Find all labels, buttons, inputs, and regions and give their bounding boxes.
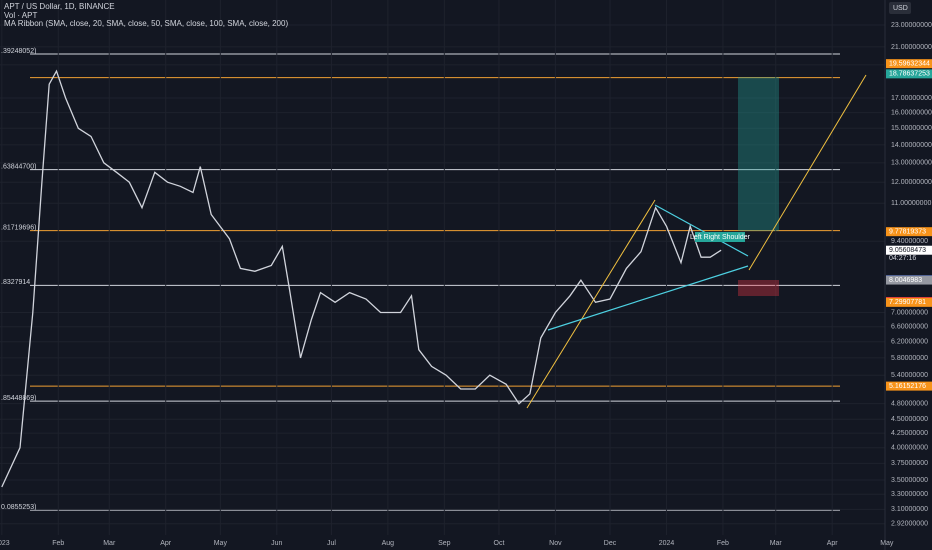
- price-tag: [886, 245, 932, 255]
- price-tag: [886, 381, 932, 391]
- currency[interactable]: USD: [893, 5, 908, 12]
- y-tick-label: 4.50000000: [891, 416, 928, 423]
- price-tag: [886, 59, 932, 69]
- price-tag-label: 5.16152176: [889, 383, 926, 390]
- price-tag-label: 7.29907781: [889, 299, 926, 306]
- y-tick-label: 3.50000000: [891, 477, 928, 484]
- y-tick-label: 13.00000000: [891, 160, 932, 167]
- y-tick-label: 6.60000000: [891, 324, 928, 331]
- level-label: .81719696): [1, 224, 36, 231]
- indicator: MA Ribbon (SMA, close, 20, SMA, close, 5…: [4, 19, 288, 28]
- x-tick-label: 2023: [0, 540, 10, 547]
- y-tick-label: 4.80000000: [891, 401, 928, 408]
- y-tick-label: 11.00000000: [891, 200, 931, 207]
- y-tick-label: 4.25000000: [891, 430, 928, 437]
- price-tag: [886, 297, 932, 307]
- x-tick-label: Mar: [770, 540, 783, 547]
- x-tick-label: Aug: [382, 540, 395, 547]
- countdown: 04:27:16: [889, 255, 916, 262]
- price-tag-label: 19.59632344: [889, 60, 930, 67]
- x-tick-label: Feb: [52, 540, 64, 547]
- y-tick-label: 5.80000000: [891, 355, 928, 362]
- y-tick-label: 17.00000000: [891, 95, 932, 102]
- annotation: Left Right Shoulder: [690, 234, 751, 241]
- y-tick-label: 3.75000000: [891, 460, 928, 467]
- price-tag-label: 8.0046983: [889, 277, 922, 284]
- wedge-line: [654, 204, 749, 257]
- y-tick-label: 2.92000000: [891, 521, 928, 528]
- level-label: .39248052): [1, 48, 36, 55]
- y-tick-label: 4.00000000: [891, 445, 928, 452]
- price-tag-label: 18.78637253: [889, 71, 930, 78]
- price-tag-label: 9.05608473: [889, 247, 926, 254]
- x-tick-label: Oct: [494, 540, 505, 547]
- price-tag-label: 9.77819373: [889, 229, 926, 236]
- price-tag: [886, 227, 932, 237]
- level-label: .85448869): [1, 395, 36, 402]
- long-profit-zone: [738, 77, 779, 231]
- y-tick-label: 15.00000000: [891, 125, 932, 132]
- y-tick-label: 7.00000000: [891, 309, 928, 316]
- level-label: .63844700): [1, 163, 36, 170]
- currency-box[interactable]: [889, 2, 911, 14]
- y-tick-label: 16.00000000: [891, 109, 932, 116]
- y-tick-label: 14.00000000: [891, 142, 932, 149]
- y-tick-label: 12.00000000: [891, 179, 932, 186]
- price-tag: [886, 275, 932, 285]
- x-tick-label: Dec: [604, 540, 617, 547]
- y-tick-label: 3.30000000: [891, 491, 928, 498]
- y-tick-label: 21.00000000: [891, 44, 932, 51]
- x-tick-label: Jun: [271, 540, 282, 547]
- price-axis: [885, 0, 932, 550]
- x-tick-label: Nov: [549, 540, 562, 547]
- x-tick-label: Mar: [103, 540, 116, 547]
- x-tick-label: Sep: [438, 540, 451, 547]
- annotation-box: [695, 232, 745, 242]
- level-label: .8327914: [1, 279, 30, 286]
- y-tick-label: 5.40000000: [891, 372, 928, 379]
- subtitle: Vol · APT: [4, 11, 37, 20]
- y-tick-label: 9.40000000: [891, 238, 928, 245]
- y-tick-label: 23.00000000: [891, 22, 932, 29]
- x-tick-label: Apr: [827, 540, 839, 547]
- x-tick-label: Apr: [160, 540, 172, 547]
- x-tick-label: May: [214, 540, 228, 547]
- x-tick-label: 2024: [659, 540, 675, 547]
- y-tick-label: 3.10000000: [891, 506, 928, 513]
- title: APT / US Dollar, 1D, BINANCE: [4, 2, 115, 11]
- trend-line: [748, 74, 867, 271]
- price-line: [1, 69, 722, 488]
- x-tick-label: Jul: [327, 540, 336, 547]
- neckline: [547, 265, 749, 331]
- long-stop-zone: [738, 280, 779, 296]
- x-tick-label: Feb: [717, 540, 729, 547]
- x-tick-label: May: [880, 540, 894, 547]
- y-tick-label: 6.20000000: [891, 339, 928, 346]
- trend-line: [526, 199, 656, 409]
- level-label: 0.0855253): [1, 504, 36, 511]
- price-tag: [886, 69, 932, 79]
